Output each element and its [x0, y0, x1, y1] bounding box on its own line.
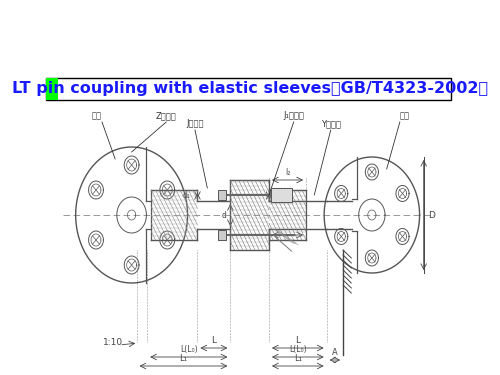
Text: Z型轴孔: Z型轴孔	[156, 111, 176, 120]
Text: L: L	[296, 336, 300, 345]
Bar	[218, 230, 226, 240]
Text: LT pin coupling with elastic sleeves（GB/T4323-2002）: LT pin coupling with elastic sleeves（GB/…	[12, 81, 488, 96]
Text: J型轴孔: J型轴孔	[186, 119, 204, 128]
Text: D: D	[428, 210, 434, 219]
Text: L₁: L₁	[180, 354, 188, 363]
Bar	[270, 188, 292, 202]
Text: 1:10: 1:10	[102, 338, 123, 347]
Bar	[218, 190, 226, 200]
Text: d₂: d₂	[272, 191, 280, 200]
Text: L: L	[212, 336, 216, 345]
Text: 标志: 标志	[91, 111, 101, 120]
Text: Y型轴孔: Y型轴孔	[320, 119, 340, 128]
Bar	[46, 78, 58, 100]
Text: J₁型轴孔: J₁型轴孔	[284, 111, 304, 120]
Text: d: d	[222, 210, 226, 219]
Text: L₁: L₁	[294, 354, 302, 363]
Text: A: A	[332, 348, 338, 357]
Bar	[46, 78, 451, 100]
Text: 标志: 标志	[400, 111, 410, 120]
Text: L(L₀): L(L₀)	[289, 345, 306, 354]
Text: L(L₀): L(L₀)	[180, 345, 198, 354]
Text: l₂: l₂	[285, 168, 290, 177]
Text: d₁: d₁	[183, 191, 191, 200]
FancyArrowPatch shape	[275, 237, 291, 251]
